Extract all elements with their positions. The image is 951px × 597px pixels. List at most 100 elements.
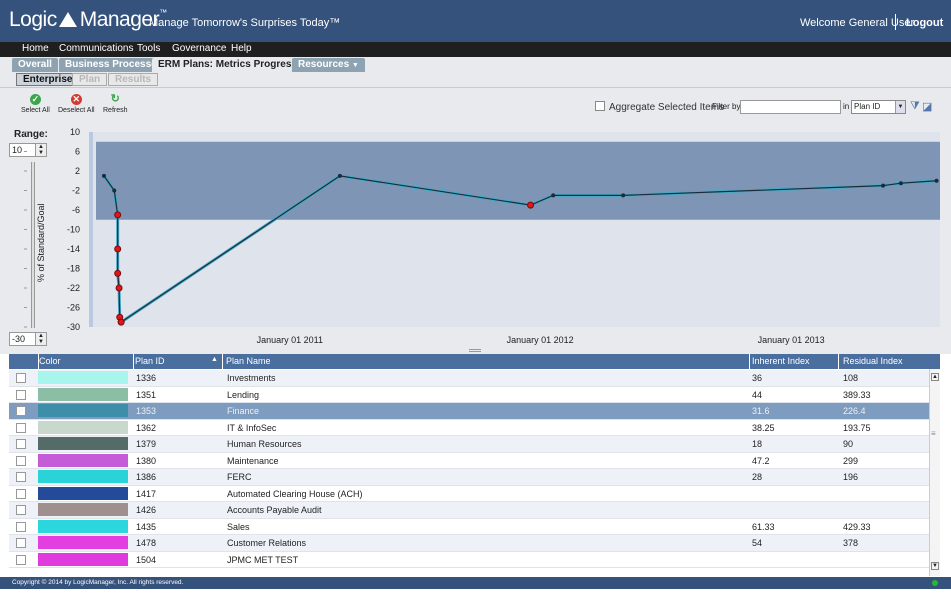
row-checkbox[interactable]	[16, 505, 26, 515]
row-checkbox[interactable]	[16, 521, 26, 532]
plan-id-cell: 1417	[136, 488, 157, 499]
row-checkbox[interactable]	[16, 538, 26, 548]
tab-business-processes[interactable]: Business Processes	[59, 58, 169, 72]
tab-resources[interactable]: Resources ▼	[292, 58, 365, 72]
table-row[interactable]: 1426 Accounts Payable Audit	[9, 502, 929, 519]
row-checkbox[interactable]	[16, 554, 26, 565]
deselect-all-button[interactable]: ✕ Deselect All	[58, 94, 95, 114]
column-divider	[133, 354, 134, 369]
range-label: Range:	[14, 129, 48, 140]
deselect-all-label: Deselect All	[58, 107, 95, 114]
row-checkbox[interactable]	[16, 422, 26, 433]
x-tick-label: January 01 2013	[758, 335, 825, 345]
table-row[interactable]: 1417 Automated Clearing House (ACH)	[9, 485, 929, 502]
plan-name-cell: IT & InfoSec	[227, 422, 277, 433]
col-plan-id[interactable]: Plan ID	[135, 356, 165, 366]
table-row[interactable]: ✓ 1353 Finance 31.6 226.4	[9, 403, 929, 420]
goal-band	[96, 141, 940, 220]
menu-governance[interactable]: Governance	[172, 43, 227, 54]
menu-tools[interactable]: Tools	[137, 43, 161, 54]
col-residual-index[interactable]: Residual Index	[843, 356, 903, 366]
color-swatch	[38, 536, 128, 549]
grid-scrollbar[interactable]: ▲ ≡ ▼	[929, 369, 940, 576]
column-divider	[38, 354, 39, 369]
select-all-label: Select All	[21, 107, 50, 114]
tab-erm-plans-label: ERM Plans: Metrics Progress	[158, 59, 297, 70]
inherent-index-cell: 47.2	[752, 455, 770, 466]
check-circle-icon: ✓	[29, 94, 41, 105]
col-color[interactable]: Color	[39, 356, 61, 366]
x-circle-icon: ✕	[70, 94, 82, 105]
table-row[interactable]: 1478 Customer Relations 54 378	[9, 535, 929, 552]
inherent-index-cell: 36	[752, 373, 763, 383]
table-row[interactable]: 1351 Lending 44 389.33	[9, 386, 929, 403]
row-checkbox[interactable]	[16, 389, 26, 400]
scroll-down-icon[interactable]: ▼	[931, 562, 939, 570]
color-swatch	[38, 404, 128, 417]
table-row[interactable]: 1379 Human Resources 18 90	[9, 436, 929, 453]
range-max-value: 10	[12, 145, 23, 155]
column-divider	[838, 354, 839, 369]
range-min-stepper[interactable]: -30 ▲ ▼	[9, 332, 47, 346]
y-tick-label: -2	[72, 186, 80, 196]
residual-index-cell: 299	[843, 455, 859, 466]
filter-icon[interactable]: ⧩	[910, 100, 920, 112]
subtab-results[interactable]: Results	[108, 73, 159, 86]
subtab-enterprise[interactable]: Enterprise	[16, 73, 80, 86]
range-max-stepper[interactable]: 10 ▲ ▼	[9, 143, 47, 157]
stepper-arrows-icon[interactable]: ▲ ▼	[35, 333, 46, 345]
data-point	[114, 245, 122, 253]
filter-field-select[interactable]: Plan ID ▼	[851, 100, 906, 114]
table-row[interactable]: 1380 Maintenance 47.2 299	[9, 452, 929, 469]
table-row[interactable]: 1504 JPMC MET TEST	[9, 551, 929, 568]
eraser-icon[interactable]: ◪	[922, 101, 933, 113]
color-swatch	[38, 437, 128, 450]
filter-input[interactable]	[740, 100, 841, 114]
row-checkbox[interactable]	[16, 373, 26, 383]
menu-help[interactable]: Help	[231, 43, 252, 54]
data-point	[117, 318, 125, 326]
inherent-index-cell: 28	[752, 472, 763, 482]
resize-grip[interactable]	[469, 349, 481, 352]
col-inherent-index[interactable]: Inherent Index	[752, 356, 810, 366]
subtab-plan[interactable]: Plan	[72, 73, 108, 86]
color-swatch	[38, 486, 128, 500]
range-slider[interactable]	[31, 162, 35, 328]
column-divider	[222, 354, 223, 369]
row-checkbox[interactable]	[16, 488, 26, 499]
row-checkbox[interactable]	[16, 472, 26, 482]
aggregate-checkbox[interactable]: Aggregate Selected Items	[595, 101, 724, 113]
plan-id-cell: 1504	[136, 554, 157, 565]
y-tick-label: 6	[75, 147, 80, 157]
status-indicator	[932, 580, 938, 586]
data-point	[114, 269, 122, 277]
row-checkbox[interactable]	[16, 455, 26, 466]
logout-link[interactable]: Logout	[906, 17, 944, 29]
table-row[interactable]: 1386 FERC 28 196	[9, 469, 929, 486]
table-row[interactable]: 1336 Investments 36 108	[9, 370, 929, 387]
residual-index-cell: 108	[843, 373, 859, 383]
tab-overall[interactable]: Overall	[12, 58, 58, 72]
select-all-button[interactable]: ✓ Select All	[21, 94, 50, 114]
row-checkbox[interactable]	[16, 439, 26, 449]
footer: Copyright © 2014 by LogicManager, Inc. A…	[0, 577, 951, 589]
data-point	[934, 178, 939, 183]
scroll-thumb[interactable]: ≡	[931, 429, 936, 438]
logo: Logic Manager™	[9, 8, 167, 31]
row-checkbox[interactable]: ✓	[16, 406, 26, 416]
y-tick-label: -6	[72, 205, 80, 215]
table-row[interactable]: 1435 Sales 61.33 429.33	[9, 518, 929, 535]
refresh-icon: ↻	[110, 93, 120, 105]
menu-communications[interactable]: Communications	[59, 43, 134, 54]
col-plan-name[interactable]: Plan Name	[226, 356, 271, 366]
refresh-button[interactable]: ↻ Refresh	[103, 93, 128, 115]
y-tick-label: -10	[67, 225, 80, 235]
menu-home[interactable]: Home	[22, 43, 49, 54]
grid-header: Color Plan ID ▲ Plan Name Inherent Index…	[9, 354, 940, 369]
stepper-arrows-icon[interactable]: ▲ ▼	[35, 144, 46, 156]
plan-id-cell: 1386	[136, 472, 157, 482]
table-row[interactable]: 1362 IT & InfoSec 38.25 193.75	[9, 419, 929, 436]
plans-grid: Color Plan ID ▲ Plan Name Inherent Index…	[0, 354, 951, 576]
scroll-up-icon[interactable]: ▲	[931, 373, 939, 381]
plan-name-cell: Accounts Payable Audit	[227, 505, 322, 515]
